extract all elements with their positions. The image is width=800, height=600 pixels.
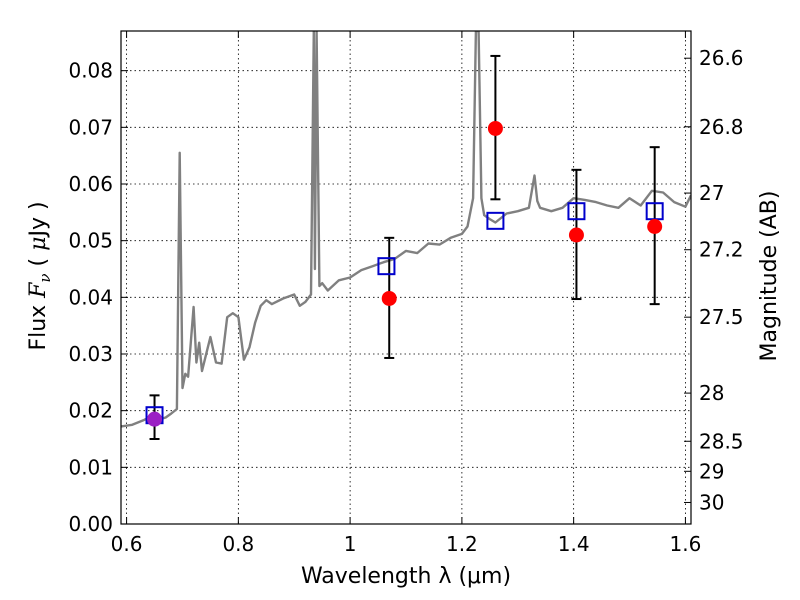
right-tick-label: 30 xyxy=(699,490,724,514)
right-tick-label: 26.8 xyxy=(699,115,744,139)
x-tick-label: 1.2 xyxy=(446,532,478,556)
observed-point-circle xyxy=(381,290,397,306)
model-point-square xyxy=(567,202,586,221)
right-tick-label: 27.5 xyxy=(699,305,744,329)
right-tick-label: 27.2 xyxy=(699,238,744,262)
x-tick-label: 1.4 xyxy=(558,532,590,556)
right-axis-label: Magnitude (AB) xyxy=(757,191,782,362)
x-tick-label: 0.8 xyxy=(222,532,254,556)
x-tick-label: 1 xyxy=(344,532,357,556)
y-tick-label: 0.02 xyxy=(68,399,113,423)
y-tick-label: 0.03 xyxy=(68,342,113,366)
right-tick-label: 28.5 xyxy=(699,429,744,453)
model-point-square xyxy=(377,257,396,276)
observed-point-circle xyxy=(647,219,663,234)
y-tick-label: 0.05 xyxy=(68,229,113,253)
right-tick-label: 27 xyxy=(699,181,724,205)
model-point-square xyxy=(486,211,505,230)
y-tick-label: 0.01 xyxy=(68,455,113,479)
y-tick-label: 0.04 xyxy=(68,285,113,309)
observed-point-circle xyxy=(487,120,503,136)
model-spectrum-line xyxy=(121,31,691,428)
x-axis-label: Wavelength λ (μm) xyxy=(301,564,511,589)
plot-frame xyxy=(120,30,692,525)
observed-point-circle xyxy=(147,411,163,427)
frame-layer xyxy=(120,30,692,525)
x-tick-label: 1.6 xyxy=(670,532,702,556)
y-tick-label: 0.00 xyxy=(68,512,113,536)
tick-layer: 0.6 0.8 1 1.2 1.4 1.6 0.00 0.01 0.02 0.03 0.04 0.05… xyxy=(68,31,744,556)
plot-layer xyxy=(121,31,691,440)
grid-layer xyxy=(121,31,691,525)
right-tick-label: 29 xyxy=(699,459,724,483)
observed-point-circle xyxy=(568,227,584,243)
y-tick-label: 0.06 xyxy=(68,172,113,196)
x-tick-label: 0.6 xyxy=(111,532,143,556)
y-tick-label: 0.08 xyxy=(68,59,113,83)
right-tick-label: 28 xyxy=(699,381,724,405)
y-axis-label: Flux Fν ( μJy ) xyxy=(26,201,54,350)
right-tick-label: 26.6 xyxy=(699,46,744,70)
y-tick-label: 0.07 xyxy=(68,115,113,139)
